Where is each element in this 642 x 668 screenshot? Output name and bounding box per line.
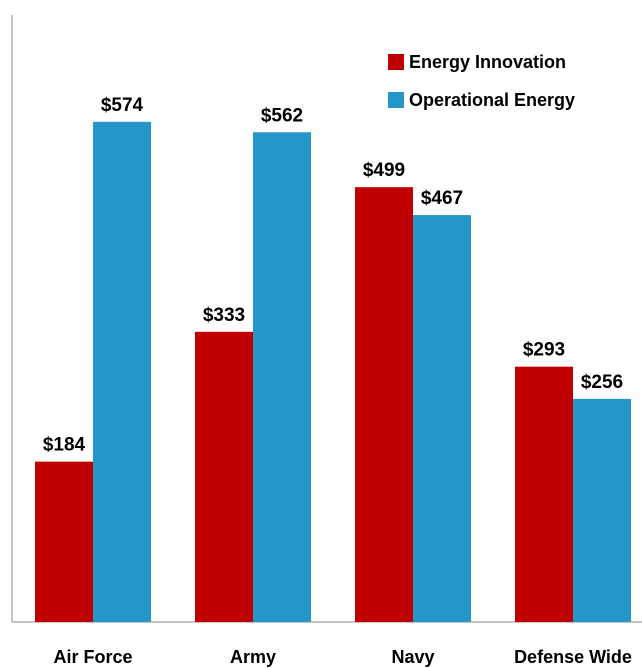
data-label: $574 xyxy=(101,95,144,116)
data-label: $333 xyxy=(203,305,245,326)
x-tick-label: Army xyxy=(230,647,276,667)
data-label: $467 xyxy=(421,188,463,209)
legend-swatch xyxy=(388,92,404,108)
x-tick-label: Air Force xyxy=(53,647,132,667)
bar xyxy=(195,331,253,622)
data-label: $499 xyxy=(363,160,405,181)
bar xyxy=(93,121,151,623)
bar xyxy=(413,215,471,623)
bar xyxy=(253,132,311,622)
bar xyxy=(515,366,573,622)
legend-swatch xyxy=(388,54,404,70)
x-tick-label: Defense Wide xyxy=(514,647,632,667)
data-label: $562 xyxy=(261,105,303,126)
data-label: $256 xyxy=(581,372,623,393)
x-tick-label: Navy xyxy=(391,647,434,667)
bar xyxy=(573,398,631,622)
data-label: $293 xyxy=(523,340,565,361)
legend-label: Energy Innovation xyxy=(409,52,566,72)
data-label: $184 xyxy=(43,435,86,456)
bar xyxy=(355,187,413,622)
legend-label: Operational Energy xyxy=(409,90,575,110)
bar xyxy=(35,461,93,622)
